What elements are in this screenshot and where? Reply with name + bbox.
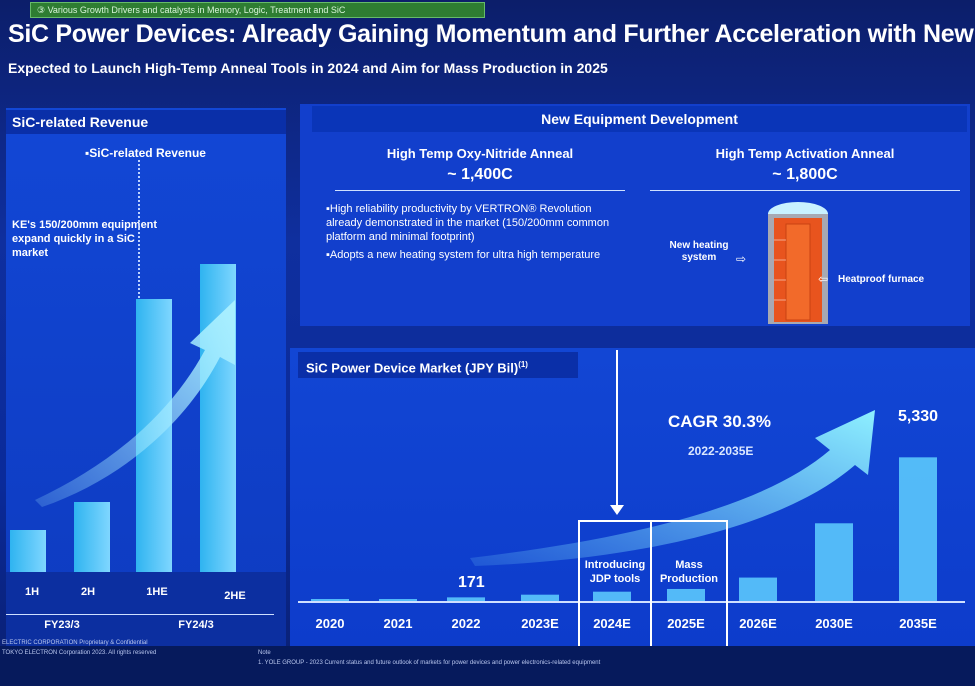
market-x-label: 2030E xyxy=(815,616,853,631)
value-label-2035: 5,330 xyxy=(898,408,939,425)
heating-system-label: New heating system xyxy=(669,240,729,263)
oxy-underline xyxy=(335,190,625,191)
period-label: 2HE xyxy=(224,590,246,602)
market-bar xyxy=(593,591,631,602)
market-x-label: 2021 xyxy=(383,616,413,631)
equipment-panel-header: New Equipment Development xyxy=(312,106,967,132)
activation-anneal-temp: ~ 1,800C xyxy=(772,166,838,183)
market-x-label: 2025E xyxy=(667,616,705,631)
bullet-reliability: ▪High reliability productivity by VERTRO… xyxy=(326,203,610,243)
footer-proprietary: ELECTRIC CORPORATION Proprietary & Confi… xyxy=(2,640,148,646)
cagr-range: 2022-2035E xyxy=(688,444,754,458)
market-x-label: 2024E xyxy=(593,616,631,631)
market-panel xyxy=(290,348,975,648)
slide-subtitle: Expected to Launch High-Temp Anneal Tool… xyxy=(8,60,608,76)
market-x-label: 2023E xyxy=(521,616,559,631)
fiscal-year-label: FY23/3 xyxy=(6,614,118,631)
pointer-arrow-icon xyxy=(610,505,624,515)
market-bar xyxy=(899,457,937,602)
oxy-anneal-temp: ~ 1,400C xyxy=(447,166,513,183)
market-x-label: 2020 xyxy=(315,616,345,631)
oxy-anneal-title: High Temp Oxy-Nitride Anneal xyxy=(386,146,574,161)
growth-arrow-market xyxy=(470,410,875,566)
activation-anneal-title: High Temp Activation Anneal xyxy=(715,146,895,161)
market-bar xyxy=(379,599,417,602)
equipment-bullets: ▪High reliability productivity by VERTRO… xyxy=(326,202,616,266)
cagr-value: CAGR 30.3% xyxy=(668,412,771,431)
revenue-bar xyxy=(74,502,110,572)
revenue-panel-header: SiC-related Revenue xyxy=(6,110,286,134)
footer-note: 1. YOLE GROUP - 2023 Current status and … xyxy=(258,660,601,666)
market-bar xyxy=(667,588,705,602)
mass-production-label: Mass Production xyxy=(659,559,719,585)
furnace-illustration xyxy=(768,202,828,324)
market-bar xyxy=(739,577,777,602)
footer xyxy=(0,646,975,686)
market-panel-header: SiC Power Device Market (JPY Bil)(1) xyxy=(298,352,578,378)
footer-copyright: TOKYO ELECTRON Corporation 2023. All rig… xyxy=(2,650,157,656)
market-x-label: 2022 xyxy=(451,616,481,631)
bullet-heating: ▪Adopts a new heating system for ultra h… xyxy=(326,249,601,261)
market-bar xyxy=(521,594,559,602)
revenue-note: KE's 150/200mm equipment expand quickly … xyxy=(12,219,158,259)
slide-title: SiC Power Devices: Already Gaining Momen… xyxy=(8,20,975,48)
period-label: 2H xyxy=(80,586,96,598)
section-banner: ③ Various Growth Drivers and catalysts i… xyxy=(30,2,485,18)
heating-arrow-icon: ⇨ xyxy=(736,252,747,266)
equipment-panel xyxy=(300,104,970,326)
market-chart xyxy=(298,410,965,603)
heatproof-furnace-label: Heatproof furnace xyxy=(838,274,925,285)
market-bar xyxy=(311,599,349,602)
market-x-label: 2035E xyxy=(899,616,937,631)
revenue-bar xyxy=(10,530,46,572)
revenue-legend: ▪SiC-related Revenue xyxy=(85,146,206,160)
market-bar xyxy=(447,597,485,602)
period-label: 1HE xyxy=(146,586,168,598)
value-label-2022: 171 xyxy=(458,574,485,591)
period-label: 1H xyxy=(24,586,40,598)
footer-note-label: Note xyxy=(258,650,271,656)
furnace-arrow-icon: ⇦ xyxy=(818,272,829,286)
growth-arrow-left xyxy=(35,300,235,507)
activation-underline xyxy=(650,190,960,191)
jdp-tools-label: Introducing JDP tools xyxy=(584,559,646,585)
market-x-label: 2026E xyxy=(739,616,777,631)
revenue-axis: 1H 2H 1HE 2HE FY23/3 FY24/3 xyxy=(6,572,286,646)
fiscal-year-label: FY24/3 xyxy=(118,614,274,631)
pointer-line xyxy=(616,350,618,512)
market-bar xyxy=(815,523,853,602)
